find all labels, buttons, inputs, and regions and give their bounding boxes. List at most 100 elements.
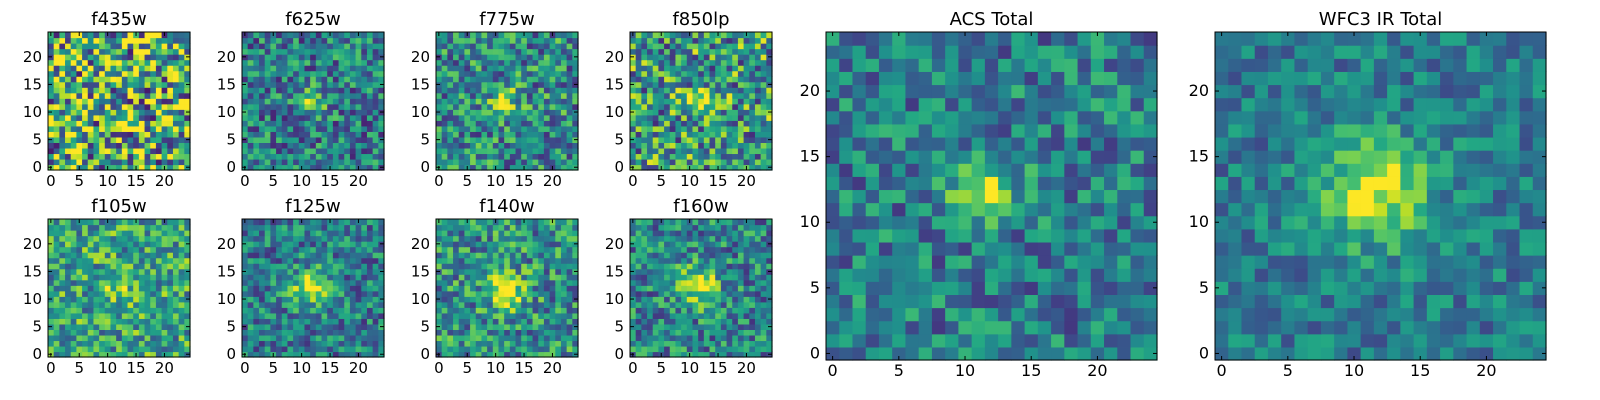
heatmap-cell (572, 230, 579, 237)
heatmap-cell (532, 246, 539, 253)
heatmap-cell (635, 296, 642, 303)
heatmap-cell (487, 65, 494, 72)
heatmap-cell (70, 70, 77, 77)
heatmap-cell (178, 98, 185, 105)
heatmap-cell (87, 312, 95, 319)
heatmap-cell (647, 114, 654, 121)
heatmap-cell (464, 114, 471, 121)
heatmap-cell (281, 136, 289, 143)
heatmap-cell (686, 147, 694, 155)
heatmap-cell (82, 345, 89, 353)
heatmap-cell (652, 37, 659, 44)
heatmap-cell (253, 147, 260, 155)
heatmap-cell (116, 65, 123, 72)
heatmap-cell (361, 125, 368, 132)
heatmap-cell (709, 120, 716, 127)
heatmap-cell (458, 268, 465, 275)
heatmap-cell (247, 268, 254, 275)
heatmap-cell (470, 81, 477, 88)
heatmap-cell (59, 312, 66, 319)
heatmap-cell (259, 136, 266, 143)
heatmap-cell (715, 114, 722, 121)
heatmap-cell (144, 318, 151, 325)
heatmap-cell (572, 125, 579, 132)
heatmap-cell (93, 109, 100, 116)
heatmap-cell (315, 48, 323, 55)
heatmap-cell (515, 136, 522, 143)
heatmap-cell (127, 153, 134, 160)
heatmap-cell (538, 32, 545, 39)
heatmap-cell (259, 87, 266, 94)
heatmap-cell (327, 263, 334, 270)
heatmap-cell (344, 125, 351, 132)
heatmap-cell (355, 92, 362, 99)
y-tick-label: 15 (217, 262, 236, 280)
heatmap-cell (87, 147, 95, 155)
heatmap-cell (372, 290, 379, 297)
heatmap-cell (526, 98, 534, 105)
heatmap-cell (515, 81, 522, 88)
heatmap-cell (155, 241, 163, 248)
heatmap-cell (692, 103, 699, 110)
heatmap-cell (475, 329, 483, 336)
heatmap-cell (726, 120, 733, 127)
heatmap-cell (366, 153, 374, 160)
heatmap-cell (372, 70, 379, 77)
heatmap-cell (338, 219, 345, 226)
heatmap-cell (344, 224, 351, 231)
heatmap-cell (436, 307, 443, 314)
heatmap-cell (144, 65, 151, 72)
heatmap-cell (681, 158, 688, 166)
heatmap-cell (664, 142, 671, 149)
heatmap-cell (298, 252, 306, 259)
heatmap-cell (127, 252, 134, 259)
heatmap-cell (726, 87, 733, 94)
heatmap-cell (287, 103, 294, 110)
heatmap-cell (669, 307, 677, 314)
heatmap-cell (315, 224, 323, 231)
heatmap-cell (630, 329, 637, 336)
heatmap-cell (315, 351, 323, 358)
heatmap-cell (87, 263, 95, 270)
heatmap-cell (259, 120, 266, 127)
heatmap-cell (99, 98, 106, 105)
heatmap-cell (635, 87, 642, 94)
heatmap-cell (555, 268, 562, 275)
heatmap-cell (447, 59, 454, 66)
heatmap-cell (70, 345, 77, 353)
heatmap-cell (338, 351, 345, 358)
heatmap-cell (155, 334, 163, 342)
heatmap-cell (242, 301, 249, 308)
heatmap-cell (298, 274, 306, 281)
heatmap-cell (276, 296, 283, 303)
heatmap-cell (470, 48, 477, 55)
heatmap-cell (242, 70, 249, 77)
heatmap-cell (532, 125, 539, 132)
heatmap-cell (315, 296, 323, 303)
heatmap-cell (549, 345, 556, 353)
heatmap-cell (572, 224, 579, 231)
heatmap-cell (172, 142, 180, 149)
heatmap-cell (366, 70, 374, 77)
heatmap-cell (116, 345, 123, 353)
heatmap-cell (538, 318, 545, 325)
heatmap-cell (138, 224, 146, 231)
heatmap-cell (349, 48, 357, 55)
heatmap-cell (732, 76, 739, 83)
heatmap-cell (287, 230, 294, 237)
heatmap-cell (167, 307, 174, 314)
heatmap-cell (281, 312, 289, 319)
heatmap-cell (658, 125, 665, 132)
heatmap-cell (327, 235, 334, 242)
heatmap-cell (675, 92, 682, 99)
axes-frame (241, 31, 385, 171)
heatmap-cell (526, 301, 534, 308)
heatmap-cell (743, 296, 750, 303)
heatmap-cell (344, 114, 351, 121)
heatmap-cell (178, 164, 185, 171)
heatmap-cell (298, 307, 306, 314)
heatmap-cell (669, 54, 677, 61)
heatmap-cell (298, 125, 306, 132)
heatmap-cell (110, 109, 117, 116)
